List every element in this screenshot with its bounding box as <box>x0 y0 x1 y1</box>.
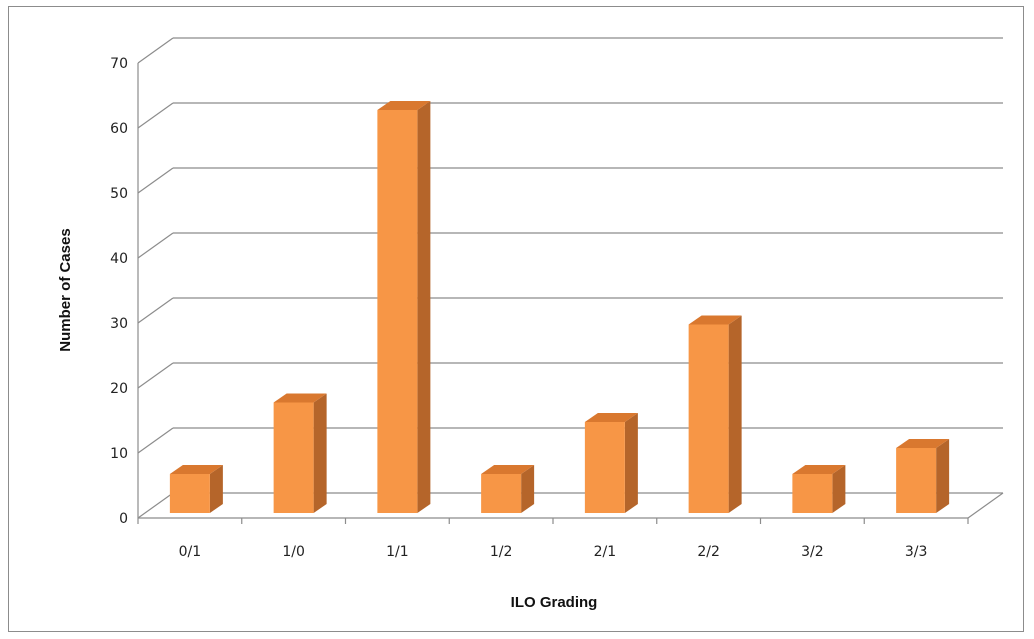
x-tick-label: 2/2 <box>697 544 720 560</box>
bar-side <box>521 465 535 513</box>
gridline-diagonal <box>137 232 174 259</box>
bar-top <box>481 465 535 474</box>
bar-side <box>728 315 742 513</box>
gridline-diagonal <box>137 37 174 64</box>
bar <box>792 465 846 513</box>
bar-top <box>273 393 327 403</box>
x-axis-title: ILO Grading <box>511 594 598 611</box>
y-axis-title: Number of Cases <box>57 228 74 351</box>
x-tick-label: 1/2 <box>490 544 513 560</box>
y-tick-label: 40 <box>110 251 128 267</box>
bar <box>169 465 223 513</box>
bar <box>481 465 535 513</box>
y-tick-label: 60 <box>110 121 128 137</box>
gridline-diagonal <box>137 297 174 324</box>
bar-front <box>377 110 418 513</box>
bar-front <box>481 474 522 513</box>
bar-front <box>688 324 729 513</box>
gridline-diagonal <box>137 167 174 194</box>
y-tick-label: 70 <box>110 56 128 72</box>
x-tick-label: 1/0 <box>282 544 305 560</box>
grid-layer <box>137 37 1004 524</box>
x-tick-label: 0/1 <box>179 544 202 560</box>
y-tick-label: 20 <box>110 381 128 397</box>
gridline-diagonal <box>137 492 174 519</box>
bar-front <box>792 474 833 513</box>
gridline-diagonal <box>137 102 174 129</box>
y-tick-labels: 0 10 20 30 40 50 60 70 <box>110 56 128 527</box>
bar-side <box>936 439 950 513</box>
bar-side <box>832 465 846 513</box>
bar-top <box>584 413 638 422</box>
bar <box>584 413 638 513</box>
bar-front <box>584 422 625 513</box>
bar-top <box>169 465 223 474</box>
chart-frame <box>8 6 1024 632</box>
bar-top <box>377 101 431 110</box>
bar <box>377 101 431 513</box>
bar-top <box>896 439 950 448</box>
bar <box>273 393 327 513</box>
bar-side <box>624 413 638 513</box>
bar-side <box>209 465 223 513</box>
y-tick-label: 0 <box>119 511 128 527</box>
y-tick-label: 10 <box>110 446 128 462</box>
x-tick-label: 1/1 <box>386 544 409 560</box>
y-tick-label: 30 <box>110 316 128 332</box>
x-tick-label: 2/1 <box>594 544 617 560</box>
x-tick-label: 3/3 <box>905 544 928 560</box>
bar <box>688 315 742 513</box>
floor-right-edge <box>967 492 1004 519</box>
x-tick-labels: 0/1 1/0 1/1 1/2 2/1 2/2 3/2 3/3 <box>179 544 928 560</box>
bar-front <box>273 402 314 513</box>
bar-layer <box>169 101 950 513</box>
bar-front <box>169 474 210 513</box>
gridline-diagonal <box>137 427 174 454</box>
bar-side <box>417 101 431 513</box>
bar-side <box>313 393 327 513</box>
y-tick-label: 50 <box>110 186 128 202</box>
bar-front <box>896 448 937 513</box>
x-tick-label: 3/2 <box>801 544 824 560</box>
bar-top <box>792 465 846 474</box>
bar-top <box>688 315 742 325</box>
gridline-diagonal <box>137 362 174 389</box>
bar <box>896 439 950 513</box>
